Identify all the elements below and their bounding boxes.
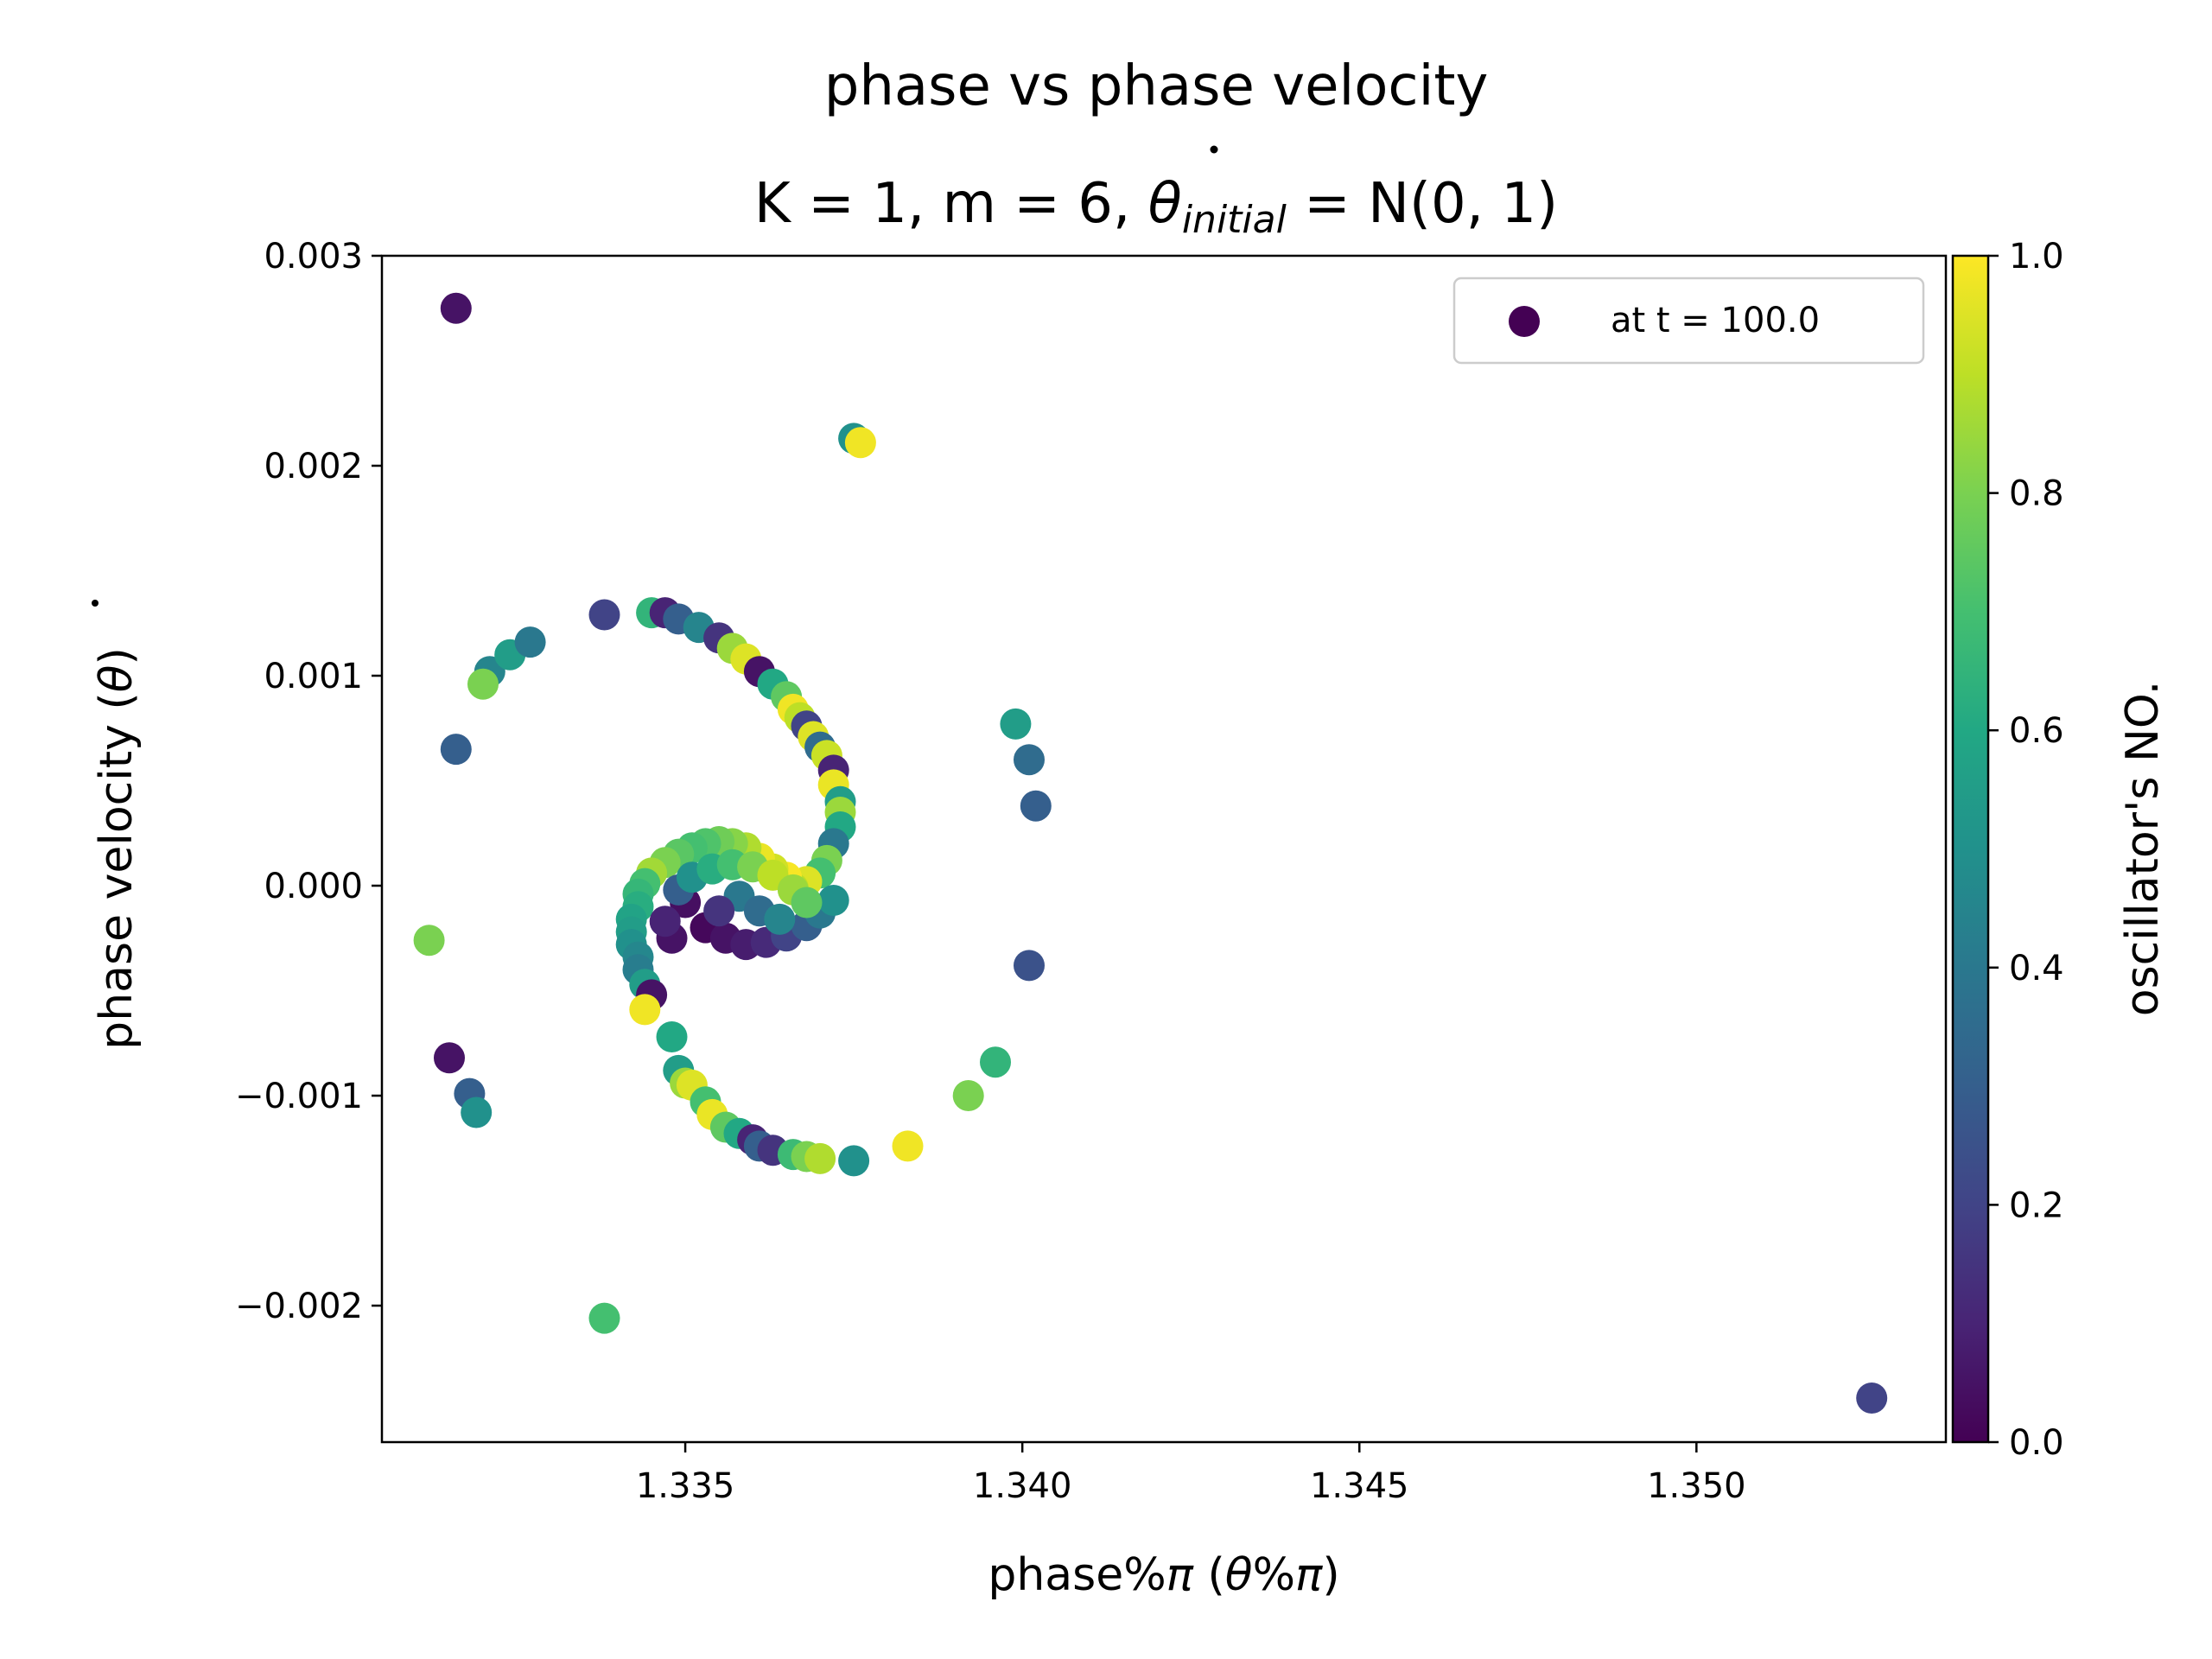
legend-frame: [1452, 276, 1925, 365]
scatter-point: [817, 885, 849, 916]
x-label-theta: θ: [1225, 1549, 1253, 1601]
scatter-point: [514, 626, 546, 658]
y-label-end: ): [91, 647, 143, 664]
x-label-pi2: π: [1295, 1549, 1323, 1601]
scatter-point: [1014, 744, 1045, 776]
scatter-point: [440, 292, 472, 324]
x-axis-label: phase%π (θ%π): [988, 1549, 1339, 1601]
y-tick-label: 0.002: [264, 447, 363, 486]
chart-subtitle: K = 1, m = 6, θinitial = N(0, 1): [754, 172, 1558, 242]
scatter-point: [588, 1302, 620, 1334]
y-label-theta: θ: [91, 664, 143, 692]
scatter-point: [656, 1021, 688, 1052]
colorbar-tick-label: 0.8: [2009, 474, 2064, 514]
plot-background: [382, 256, 1946, 1442]
x-axis-ticks: 1.335 1.340 1.345 1.350: [636, 1442, 1746, 1506]
scatter-point: [629, 994, 661, 1026]
scatter-point: [804, 1142, 836, 1174]
x-tick-label: 1.345: [1310, 1466, 1409, 1506]
scatter-point: [844, 427, 876, 459]
scatter-points: [413, 292, 1888, 1414]
chart-title: phase vs phase velocity: [824, 54, 1489, 118]
y-tick-label: 0.003: [264, 237, 363, 276]
scatter-point: [467, 668, 499, 700]
plot-area: [380, 254, 1948, 1444]
y-tick-label: 0.001: [264, 657, 363, 696]
x-tick-label: 1.350: [1647, 1466, 1746, 1506]
legend-marker: [1509, 306, 1540, 337]
plot-frame: [380, 254, 1948, 1444]
colorbar-ticks: 0.0 0.2 0.4 0.6 0.8 1.0: [1988, 237, 2064, 1463]
x-label-pct: %: [1253, 1549, 1295, 1601]
y-tick-label: −0.001: [235, 1077, 363, 1116]
scatter-point: [1020, 790, 1052, 822]
scatter-point: [461, 1096, 493, 1128]
scatter-point: [1856, 1382, 1888, 1414]
y-tick-label: 0.000: [264, 867, 363, 906]
scatter-point: [1014, 950, 1045, 982]
scatter-point: [838, 1145, 870, 1177]
x-label-prefix: phase%: [988, 1549, 1166, 1601]
y-axis-ticks: −0.002 −0.001 0.000 0.001 0.002 0.003: [235, 237, 382, 1326]
x-label-end: ): [1322, 1549, 1339, 1601]
scatter-point: [980, 1046, 1011, 1078]
scatter-point: [434, 1042, 465, 1074]
scatter-point: [440, 734, 472, 766]
colorbar-tick-label: 0.6: [2009, 711, 2064, 751]
colorbar-tick-label: 0.4: [2009, 949, 2064, 988]
subtitle-prefix: K = 1, m = 6,: [754, 172, 1148, 236]
x-label-mid: (: [1193, 1549, 1225, 1601]
scatter-point: [413, 925, 445, 957]
x-tick-label: 1.335: [636, 1466, 735, 1506]
subtitle-suffix: = N(0, 1): [1287, 172, 1558, 236]
subtitle-subscript: initial: [1182, 198, 1287, 242]
x-tick-label: 1.340: [973, 1466, 1072, 1506]
y-label-theta-dot: [92, 600, 99, 607]
colorbar-gradient: [1953, 256, 1988, 1442]
scatter-point: [649, 906, 681, 938]
colorbar-tick-label: 1.0: [2009, 237, 2064, 276]
y-label-prefix: phase velocity (: [91, 692, 143, 1050]
scatter-point: [588, 599, 620, 631]
legend: at t = 100.0: [1452, 276, 1925, 365]
legend-label: at t = 100.0: [1611, 301, 1820, 340]
y-tick-label: −0.002: [235, 1287, 363, 1326]
subtitle-theta: θ: [1148, 172, 1182, 236]
scatter-point: [892, 1130, 924, 1162]
colorbar-tick-label: 0.0: [2009, 1423, 2064, 1463]
scatter-point: [952, 1080, 984, 1111]
y-axis-label: phase velocity (θ): [91, 647, 143, 1050]
scatter-point: [764, 903, 796, 935]
scatter-point: [1000, 708, 1032, 740]
x-label-pi: π: [1166, 1549, 1194, 1601]
scatter-point: [791, 887, 823, 918]
colorbar: 0.0 0.2 0.4 0.6 0.8 1.0 oscillator's NO.: [1951, 237, 2169, 1463]
colorbar-frame: [1951, 254, 1990, 1444]
scatter-point: [703, 895, 735, 927]
colorbar-label: oscillator's NO.: [2117, 681, 2169, 1016]
subtitle-theta-dot: [1210, 145, 1218, 154]
colorbar-tick-label: 0.2: [2009, 1185, 2064, 1225]
